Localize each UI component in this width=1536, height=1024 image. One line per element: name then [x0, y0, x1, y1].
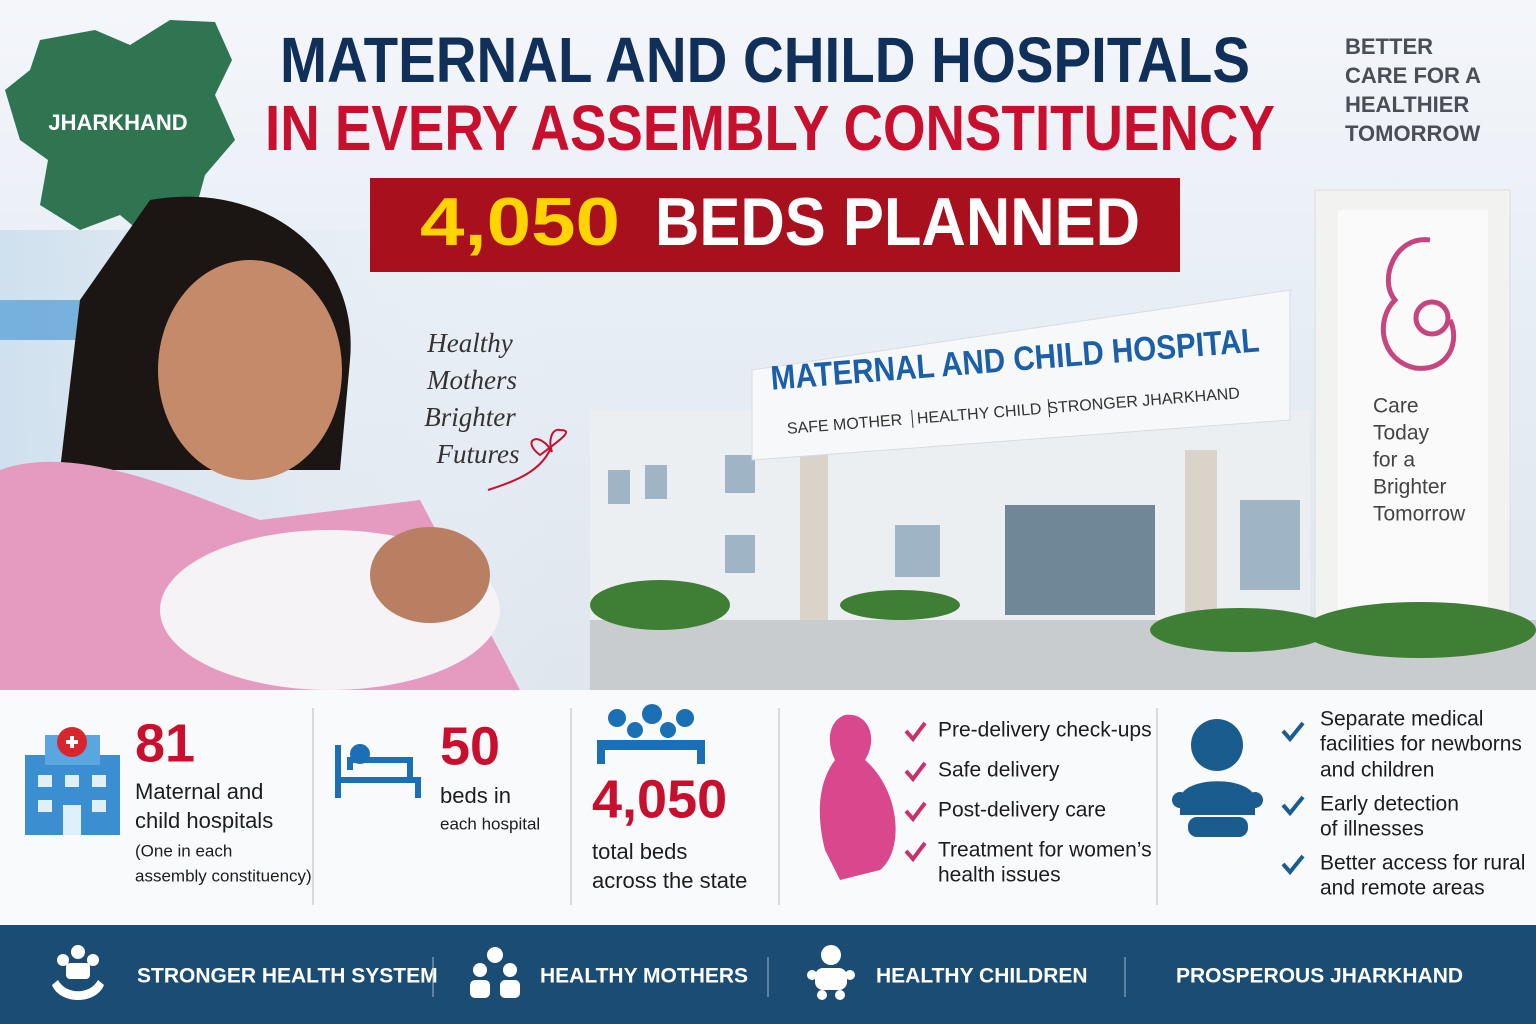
child-service: and remote areas — [1320, 877, 1485, 900]
stat-dividers — [312, 708, 1158, 905]
banner-text: BEDS PLANNED — [655, 184, 1140, 260]
child-service: Separate medical — [1320, 708, 1483, 731]
mother-service: Safe delivery — [938, 759, 1060, 782]
wall-text-line: Brighter — [1373, 476, 1447, 499]
footer-icon — [52, 945, 104, 1000]
baby-icon — [1172, 719, 1263, 837]
title-line-2: IN EVERY ASSEMBLY CONSTITUENCY — [265, 92, 1275, 164]
tagline-line: TOMORROW — [1345, 121, 1480, 146]
mother-service: Post-delivery care — [938, 799, 1106, 822]
mother-child-logo — [1380, 237, 1457, 371]
mother-photo — [0, 196, 520, 690]
tagline-line: CARE FOR A — [1345, 63, 1481, 88]
wall-text-line: Today — [1373, 422, 1430, 445]
banner-number: 4,050 — [420, 184, 620, 260]
mother-service: Pre-delivery check-ups — [938, 719, 1152, 742]
child-service: Early detection — [1320, 793, 1459, 816]
footer-item: STRONGER HEALTH SYSTEM — [137, 965, 438, 988]
child-service: of illnesses — [1320, 818, 1424, 841]
hospital-sign-board — [751, 289, 1291, 461]
script-note-line: Mothers — [426, 365, 517, 395]
stat-number: 50 — [440, 716, 500, 776]
tagline-line: BETTER — [1345, 34, 1433, 59]
script-note-line: Brighter — [424, 402, 516, 432]
stat-label: each hospital — [440, 814, 540, 833]
stat-label: beds in — [440, 783, 511, 808]
tower-panel — [1338, 210, 1488, 630]
stat-note: (One in each — [135, 841, 232, 860]
pillar — [800, 455, 828, 625]
wall-text-line: for a — [1373, 449, 1415, 472]
wall-text-line: Care — [1373, 395, 1419, 418]
check-marks — [904, 721, 927, 863]
check-marks — [1281, 721, 1305, 876]
script-note-line: Futures — [436, 439, 520, 469]
stat-label: child hospitals — [135, 808, 273, 833]
windows — [608, 455, 1300, 615]
stat-label: across the state — [592, 868, 747, 893]
footer-item: HEALTHY CHILDREN — [876, 965, 1088, 988]
bed-icon — [335, 744, 421, 798]
tagline-line: HEALTHIER — [1345, 92, 1469, 117]
people-beds-icon — [597, 704, 705, 764]
footer-item: HEALTHY MOTHERS — [540, 965, 748, 988]
footer-item: PROSPEROUS JHARKHAND — [1176, 965, 1463, 988]
stat-note: assembly constituency) — [135, 866, 312, 885]
child-service: and children — [1320, 759, 1434, 782]
jharkhand-map — [5, 20, 235, 240]
footer-icon — [807, 945, 855, 1000]
heart-doodle — [487, 428, 568, 491]
pillar — [1185, 450, 1217, 625]
stat-label: Maternal and — [135, 779, 263, 804]
stats-band — [0, 690, 1536, 925]
shrubs — [590, 580, 1536, 658]
hospital-icon — [25, 727, 120, 835]
stat-number: 81 — [135, 713, 195, 773]
script-note-line: Healthy — [426, 328, 512, 358]
mother-service: health issues — [938, 864, 1061, 887]
wall-text-line: Tomorrow — [1373, 503, 1466, 526]
pregnant-woman-icon — [819, 714, 896, 880]
footer-icon — [470, 947, 520, 998]
map-label: JHARKHAND — [48, 110, 187, 135]
child-service: facilities for newborns — [1320, 733, 1522, 756]
child-service: Better access for rural — [1320, 852, 1525, 875]
banner — [370, 178, 1180, 272]
sign-divider — [1047, 399, 1051, 418]
stat-label: total beds — [592, 839, 687, 864]
stat-number: 4,050 — [592, 769, 727, 829]
title-line-1: MATERNAL AND CHILD HOSPITALS — [280, 24, 1250, 96]
sign-divider — [911, 409, 914, 428]
mother-service: Treatment for women’s — [938, 839, 1152, 862]
